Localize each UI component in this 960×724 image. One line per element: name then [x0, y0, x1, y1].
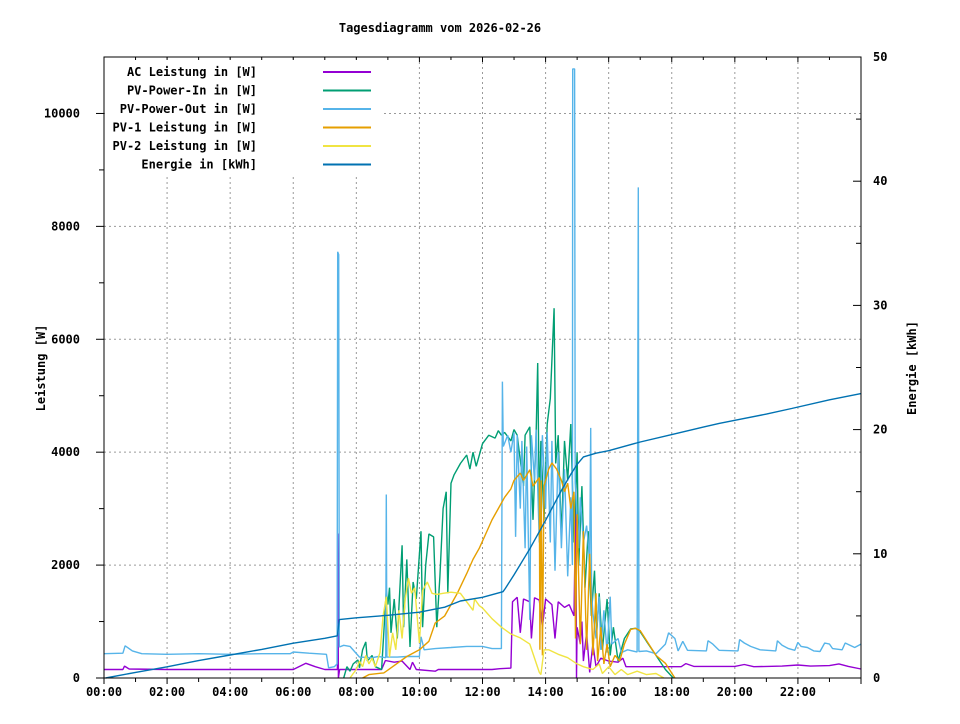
y-left-tick-label: 4000: [51, 445, 80, 459]
x-tick-label: 18:00: [654, 685, 690, 699]
series-line-energie-in-kwh-: [105, 392, 862, 679]
x-tick-label: 04:00: [212, 685, 248, 699]
chart-title: Tagesdiagramm vom 2026-02-26: [339, 21, 541, 35]
y-left-tick-label: 6000: [51, 332, 80, 346]
legend: AC Leistung in [W] PV-Power-In in [W] PV-P…: [105, 60, 383, 174]
axes: 00:00 02:00 04:00 06:00 08:00 10:00 12:00 14:00…: [44, 50, 888, 699]
y-right-tick-label: 20: [873, 423, 887, 437]
series-line-pv-2-leistung-in-w-: [349, 577, 665, 679]
data-series: [103, 68, 862, 679]
y-axis-label-left: Leistung [W]: [34, 325, 48, 412]
legend-background: [105, 60, 383, 174]
y-right-tick-label: 10: [873, 547, 887, 561]
x-tick-label: 06:00: [275, 685, 311, 699]
legend-label: PV-2 Leistung in [W]: [113, 139, 258, 153]
y-left-tick-label: 8000: [51, 219, 80, 233]
legend-label: PV-Power-In in [W]: [127, 84, 257, 98]
x-tick-label: 20:00: [717, 685, 753, 699]
x-tick-label: 10:00: [401, 685, 437, 699]
y-right-tick-label: 30: [873, 298, 887, 312]
x-tick-label: 02:00: [149, 685, 185, 699]
series-line-pv-power-in-in-w-: [343, 308, 674, 679]
legend-label: PV-1 Leistung in [W]: [113, 121, 258, 135]
x-tick-label: 14:00: [528, 685, 564, 699]
x-tick-label: 08:00: [338, 685, 374, 699]
y-left-tick-label: 10000: [44, 106, 80, 120]
x-tick-label: 00:00: [86, 685, 122, 699]
y-right-tick-label: 0: [873, 671, 880, 685]
legend-label: PV-Power-Out in [W]: [120, 102, 257, 116]
y-left-tick-label: 2000: [51, 558, 80, 572]
y-right-tick-label: 50: [873, 50, 887, 64]
legend-label: Energie in [kWh]: [141, 158, 257, 172]
series-line-pv-power-out-in-w-: [103, 68, 862, 669]
gridlines: [104, 57, 861, 678]
y-right-tick-label: 40: [873, 174, 887, 188]
x-tick-label: 12:00: [464, 685, 500, 699]
x-tick-label: 16:00: [591, 685, 627, 699]
y-axis-label-right: Energie [kWh]: [905, 321, 919, 415]
x-tick-label: 22:00: [780, 685, 816, 699]
y-left-tick-label: 0: [73, 671, 80, 685]
legend-label: AC Leistung in [W]: [127, 65, 257, 79]
